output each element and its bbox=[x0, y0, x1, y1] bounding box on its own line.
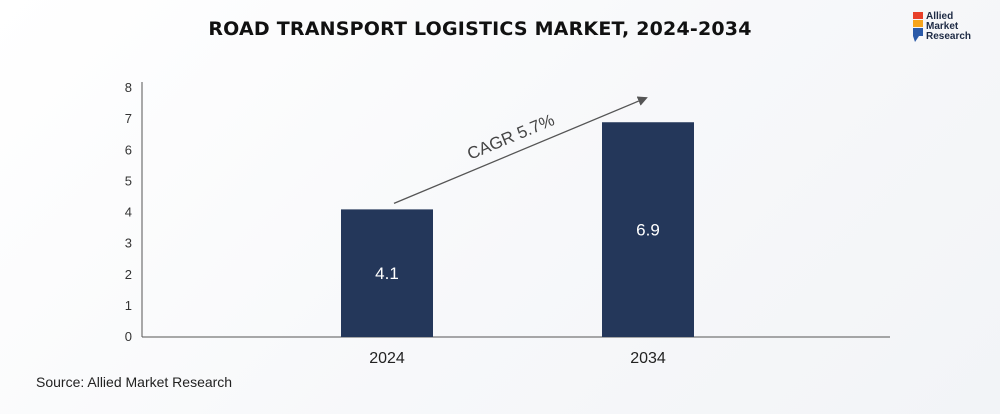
chart-title: ROAD TRANSPORT LOGISTICS MARKET, 2024-20… bbox=[208, 18, 752, 40]
y-tick-label: 5 bbox=[125, 173, 132, 188]
x-tick-label: 2034 bbox=[630, 350, 666, 367]
bar bbox=[602, 122, 694, 337]
y-tick-label: 3 bbox=[125, 236, 132, 251]
data-label: 4.1 bbox=[375, 264, 399, 283]
logo-mark-icon bbox=[913, 12, 923, 42]
x-tick-label: 2024 bbox=[369, 350, 405, 367]
cagr-arrow bbox=[393, 96, 648, 204]
y-tick-label: 2 bbox=[125, 267, 132, 282]
axes bbox=[141, 82, 890, 338]
data-label: 6.9 bbox=[636, 221, 660, 240]
cagr-label: CAGR 5.7% bbox=[465, 110, 558, 163]
y-tick-label: 1 bbox=[125, 298, 132, 313]
bars bbox=[341, 122, 694, 337]
data-labels: 4.1 6.9 bbox=[375, 221, 660, 284]
y-tick-label: 8 bbox=[125, 80, 132, 95]
y-tick-label: 7 bbox=[125, 111, 132, 126]
y-tick-label: 4 bbox=[125, 205, 132, 220]
logo-text: Allied Market Research bbox=[926, 11, 972, 42]
source-note: Source: Allied Market Research bbox=[36, 374, 233, 390]
bar bbox=[341, 209, 433, 337]
y-tick-label: 6 bbox=[125, 142, 132, 157]
y-tick-label: 0 bbox=[125, 329, 132, 344]
brand-logo: Allied Market Research bbox=[912, 10, 992, 54]
y-axis-ticks: 0 1 2 3 4 5 6 7 8 bbox=[125, 80, 132, 344]
x-axis-ticks: 2024 2034 bbox=[369, 350, 666, 367]
